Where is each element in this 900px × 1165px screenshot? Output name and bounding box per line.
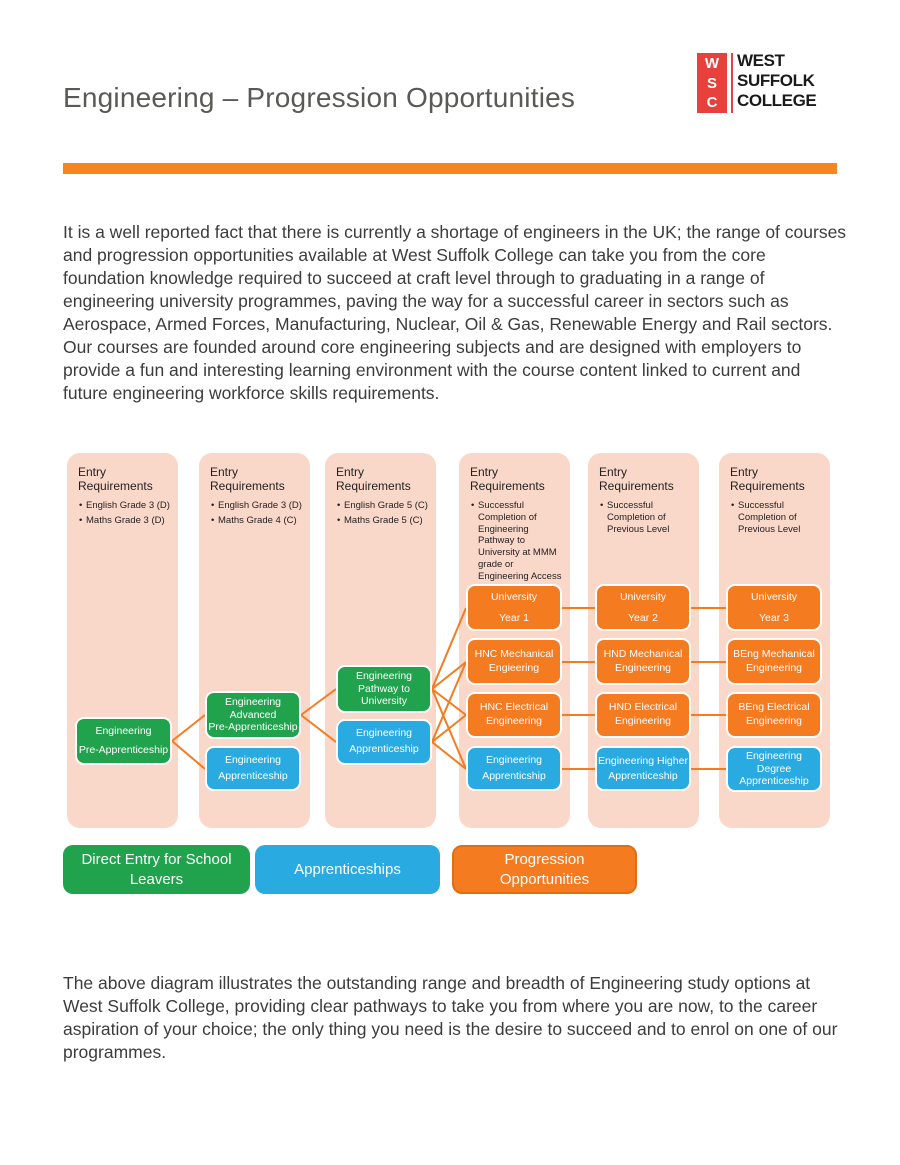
node-engineering-advanced-pre-apprenticeship: Engineering Advanced Pre-Apprenticeship: [205, 691, 301, 739]
page-title: Engineering – Progression Opportunities: [63, 82, 576, 113]
column-heading: Entry Requirements: [210, 465, 285, 494]
node-engineering-apprenticeship-l4: Engineering Apprenticship: [466, 746, 562, 791]
node-university-year-2: University Year 2: [595, 584, 691, 631]
column-requirements: English Grade 3 (D) Maths Grade 4 (C): [210, 500, 305, 527]
node-hnc-electrical-engineering: HNC Electrical Engineering: [466, 692, 562, 738]
requirement-item: Maths Grade 5 (C): [336, 515, 431, 527]
requirement-item: English Grade 5 (C): [336, 500, 431, 512]
node-engineering-apprenticeship-l3: Engineering Apprenticeship: [336, 719, 432, 765]
requirement-item: Successful Completion of Previous Level: [730, 500, 825, 536]
column-requirements: Successful Completion of Previous Level: [730, 500, 825, 536]
node-engineering-apprenticeship-l2: Engineering Apprenticeship: [205, 746, 301, 791]
node-engineering-higher-apprenticeship: Engineering Higher Apprenticeship: [595, 746, 691, 791]
column-requirements: English Grade 5 (C) Maths Grade 5 (C): [336, 500, 431, 527]
node-engineering-pre-apprenticeship: Engineering Pre-Apprenticeship: [75, 717, 172, 765]
legend-apprenticeships: Apprenticeships: [255, 845, 440, 894]
diagram-column-pre-apprenticeship: Entry Requirements English Grade 3 (D) M…: [67, 453, 178, 828]
node-university-year-3: University Year 3: [726, 584, 822, 631]
wsc-logo-wordmark: WEST SUFFOLK COLLEGE: [737, 51, 817, 110]
requirement-item: Maths Grade 4 (C): [210, 515, 305, 527]
diagram-column-pathway: Entry Requirements English Grade 5 (C) M…: [325, 453, 436, 828]
column-heading: Entry Requirements: [470, 465, 545, 494]
node-beng-electrical-engineering: BEng Electrical Engineering: [726, 692, 822, 738]
requirement-item: English Grade 3 (D): [78, 500, 173, 512]
node-hnd-electrical-engineering: HND Electrical Engineering: [595, 692, 691, 738]
requirement-item: Maths Grade 3 (D): [78, 515, 173, 527]
column-heading: Entry Requirements: [730, 465, 805, 494]
column-heading: Entry Requirements: [336, 465, 411, 494]
requirement-item: English Grade 3 (D): [210, 500, 305, 512]
intro-paragraph: It is a well reported fact that there is…: [63, 221, 847, 403]
node-hnc-mechanical-engineering: HNC Mechanical Engieering: [466, 638, 562, 685]
legend-direct-entry: Direct Entry for School Leavers: [63, 845, 250, 894]
node-engineering-pathway-to-university: Engineering Pathway to University: [336, 665, 432, 713]
requirement-item: Successful Completion of Previous Level: [599, 500, 694, 536]
legend-progression-opportunities: Progression Opportunities: [452, 845, 637, 894]
column-requirements: English Grade 3 (D) Maths Grade 3 (D): [78, 500, 173, 527]
node-beng-mechanical-engineering: BEng Mechanical Engineering: [726, 638, 822, 685]
wsc-logo-monogram: W S C: [697, 53, 727, 113]
wsc-logo-divider: [731, 53, 733, 113]
node-hnd-mechanical-engineering: HND Mechanical Engineering: [595, 638, 691, 685]
column-heading: Entry Requirements: [78, 465, 153, 494]
outro-paragraph: The above diagram illustrates the outsta…: [63, 972, 838, 1062]
column-heading: Entry Requirements: [599, 465, 674, 494]
node-engineering-degree-apprenticeship: Engineering Degree Apprenticeship: [726, 746, 822, 792]
orange-divider-bar: [63, 163, 837, 174]
node-university-year-1: University Year 1: [466, 584, 562, 631]
column-requirements: Successful Completion of Previous Level: [599, 500, 694, 536]
